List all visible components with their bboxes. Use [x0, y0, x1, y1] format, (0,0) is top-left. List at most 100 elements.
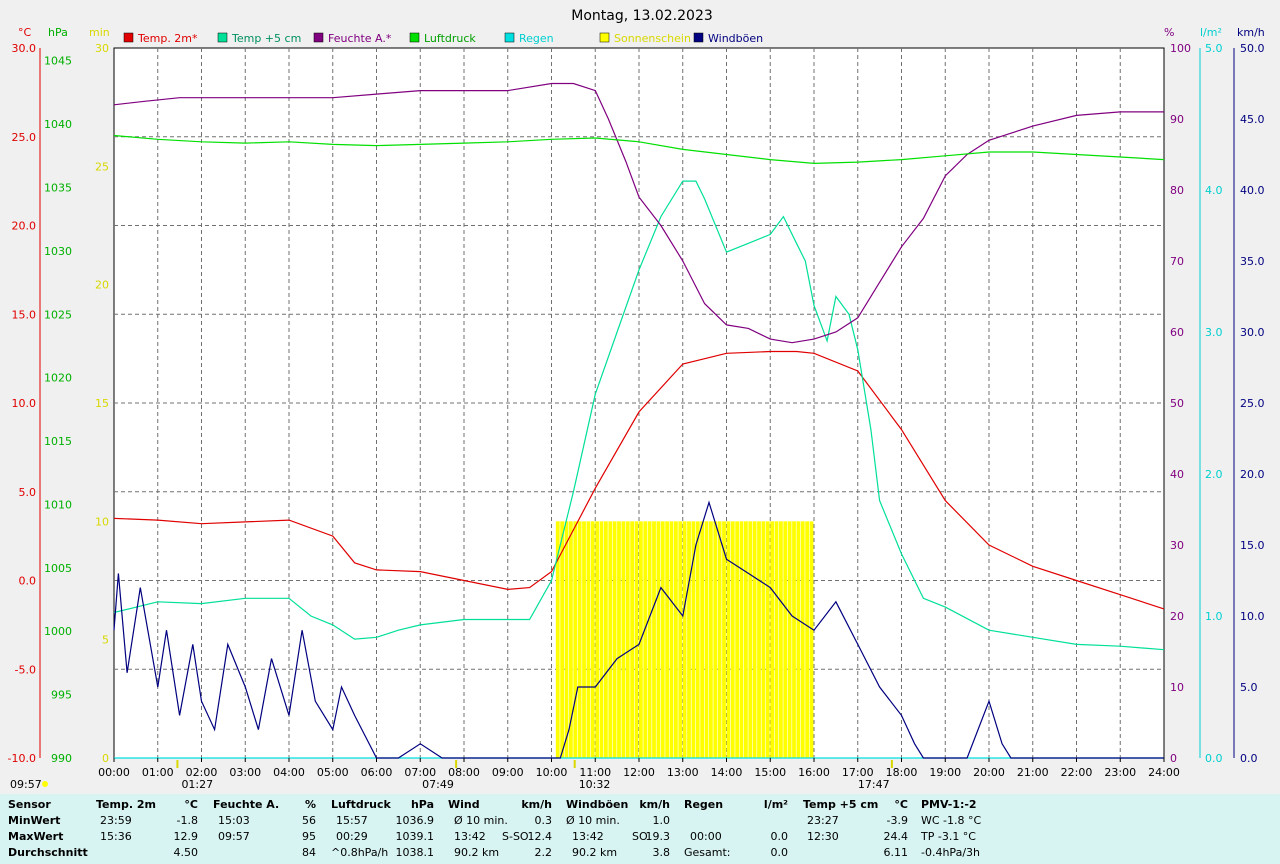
x-tick-label: 00:00: [98, 766, 130, 779]
x-tick-label: 17:00: [842, 766, 874, 779]
series-lines: [113, 82, 1165, 759]
pressure-axis-tick-label: 1005: [44, 562, 72, 575]
pressure-unit-label: hPa: [48, 26, 68, 39]
sun-bar: [695, 521, 700, 758]
sun-unit-label: min: [89, 26, 110, 39]
stats-header-gust-unit: km/h: [639, 798, 670, 811]
sun-bar: [660, 521, 665, 758]
chart-title: Montag, 13.02.2023: [571, 8, 713, 24]
sun-bar: [713, 521, 718, 758]
sun-bar: [569, 521, 573, 758]
wind-axis-tick-label: 10.0: [1240, 610, 1265, 623]
pressure-axis-tick-label: 1035: [44, 181, 72, 194]
sun-axis-tick-label: 30: [95, 42, 109, 55]
sun-bar: [757, 521, 761, 758]
legend-swatch-3: [409, 32, 420, 43]
stats-avg-gust-label: 90.2 km: [572, 846, 618, 859]
sun-bar: [800, 521, 805, 758]
humidity-axis-tick-label: 20: [1170, 610, 1184, 623]
x-tick-label: 22:00: [1061, 766, 1093, 779]
sun-bar: [726, 521, 731, 758]
sun-bar: [599, 521, 604, 758]
sun-bar: [805, 521, 810, 758]
x-tick-label: 05:00: [317, 766, 349, 779]
time-markers: 09:57 01:27 07:49 10:32 17:47: [10, 760, 893, 791]
series-line-2: [113, 82, 1164, 344]
legend-swatch-1: [217, 32, 228, 43]
x-tick-label: 21:00: [1017, 766, 1049, 779]
sun-bar: [770, 521, 775, 758]
sun-bar: [796, 521, 801, 758]
sun-bar: [722, 521, 726, 758]
sun-axis-tick-label: 20: [95, 279, 109, 292]
sun-bar: [761, 521, 766, 758]
stats-max-gust-label: 13:42: [572, 830, 604, 843]
stats-avg-pres-trend: ^0.8hPa/h: [331, 846, 389, 859]
sun-bar: [564, 521, 569, 758]
sun-bar: [787, 521, 792, 758]
stats-header-temp5-unit: °C: [894, 798, 908, 811]
wind-axis-tick-label: 45.0: [1240, 113, 1265, 126]
sun-bar: [612, 521, 617, 758]
x-tick-label: 16:00: [798, 766, 830, 779]
x-tick-label: 09:00: [492, 766, 524, 779]
stats-panel: Sensor Temp. 2m °C Feuchte A. % Luftdruc…: [0, 794, 1280, 864]
stats-max-t5-time: 12:30: [807, 830, 839, 843]
pressure-axis-tick-label: 1010: [44, 498, 72, 511]
temp-axis-tick-label: 20.0: [12, 220, 37, 233]
humidity-axis-tick-label: 40: [1170, 468, 1184, 481]
wind-axis-tick-label: 40.0: [1240, 184, 1265, 197]
temp-axis-tick-label: 15.0: [12, 308, 37, 321]
sun-bar: [586, 521, 591, 758]
stats-min-wind-val: 0.3: [534, 814, 553, 827]
sun-bar: [630, 521, 635, 758]
sun-bar: [691, 521, 696, 758]
rain-axis-tick-label: 0.0: [1205, 752, 1223, 765]
pressure-axis-tick-label: 1045: [44, 55, 72, 68]
stats-avg-temp-val: 4.50: [173, 846, 199, 859]
sun-bar: [590, 521, 595, 758]
stats-max-temp-time: 15:36: [100, 830, 132, 843]
temp-axis-tick-label: 0.0: [19, 575, 37, 588]
sun-bar: [779, 521, 783, 758]
sun-bar: [621, 521, 626, 758]
weather-chart: Montag, 13.02.2023 00:00 01:00 02:00 03:00 0…: [7, 8, 1265, 791]
stats-header-wind: Wind: [448, 798, 480, 811]
legend: Temp. 2m* Temp +5 cm Feuchte A.* Luftdruck R…: [123, 32, 763, 45]
stats-max-wind-dir: S-SO: [502, 830, 529, 843]
stats-header-temp-unit: °C: [184, 798, 198, 811]
sun-bar: [577, 521, 582, 758]
stats-min-temp-time: 23:59: [100, 814, 132, 827]
stats-header-rain: Regen: [684, 798, 724, 811]
temp-axis-tick-label: 25.0: [12, 131, 37, 144]
sun-axis-tick-label: 10: [95, 515, 109, 528]
legend-label-1: Temp +5 cm: [231, 32, 301, 45]
wind-axis-tick-label: 5.0: [1240, 681, 1258, 694]
legend-label-3: Luftdruck: [424, 32, 476, 45]
stats-row-min-label: MinWert: [8, 814, 61, 827]
stats-min-gust-label: Ø 10 min.: [566, 814, 620, 827]
sun-axis-tick-label: 25: [95, 160, 109, 173]
x-tick-label: 24:00: [1148, 766, 1180, 779]
stats-max-hum-time: 09:57: [218, 830, 250, 843]
stats-min-t5-time: 23:27: [807, 814, 839, 827]
temp-unit-label: °C: [18, 26, 32, 39]
temp-axis-tick-label: 10.0: [12, 397, 37, 410]
wind-axis-tick-label: 30.0: [1240, 326, 1265, 339]
series-line-1: [113, 180, 1165, 651]
sun-axis-tick-label: 0: [102, 752, 109, 765]
stats-avg-gust-val: 3.8: [652, 846, 671, 859]
stats-avg-wind-label: 90.2 km: [454, 846, 500, 859]
sun-bar: [704, 521, 709, 758]
sun-bar: [573, 521, 578, 758]
sun-bar: [625, 521, 630, 758]
wind-axis-tick-label: 20.0: [1240, 468, 1265, 481]
sun-bar: [700, 521, 705, 758]
stats-header-wind-unit: km/h: [521, 798, 552, 811]
wind-axis-tick-label: 35.0: [1240, 255, 1265, 268]
stats-header-humidity: Feuchte A.: [213, 798, 280, 811]
stats-max-wind-val: 12.4: [527, 830, 553, 843]
stats-avg-t5-val: 6.11: [883, 846, 909, 859]
sun-bar: [582, 521, 586, 758]
sun-bar: [669, 521, 674, 758]
